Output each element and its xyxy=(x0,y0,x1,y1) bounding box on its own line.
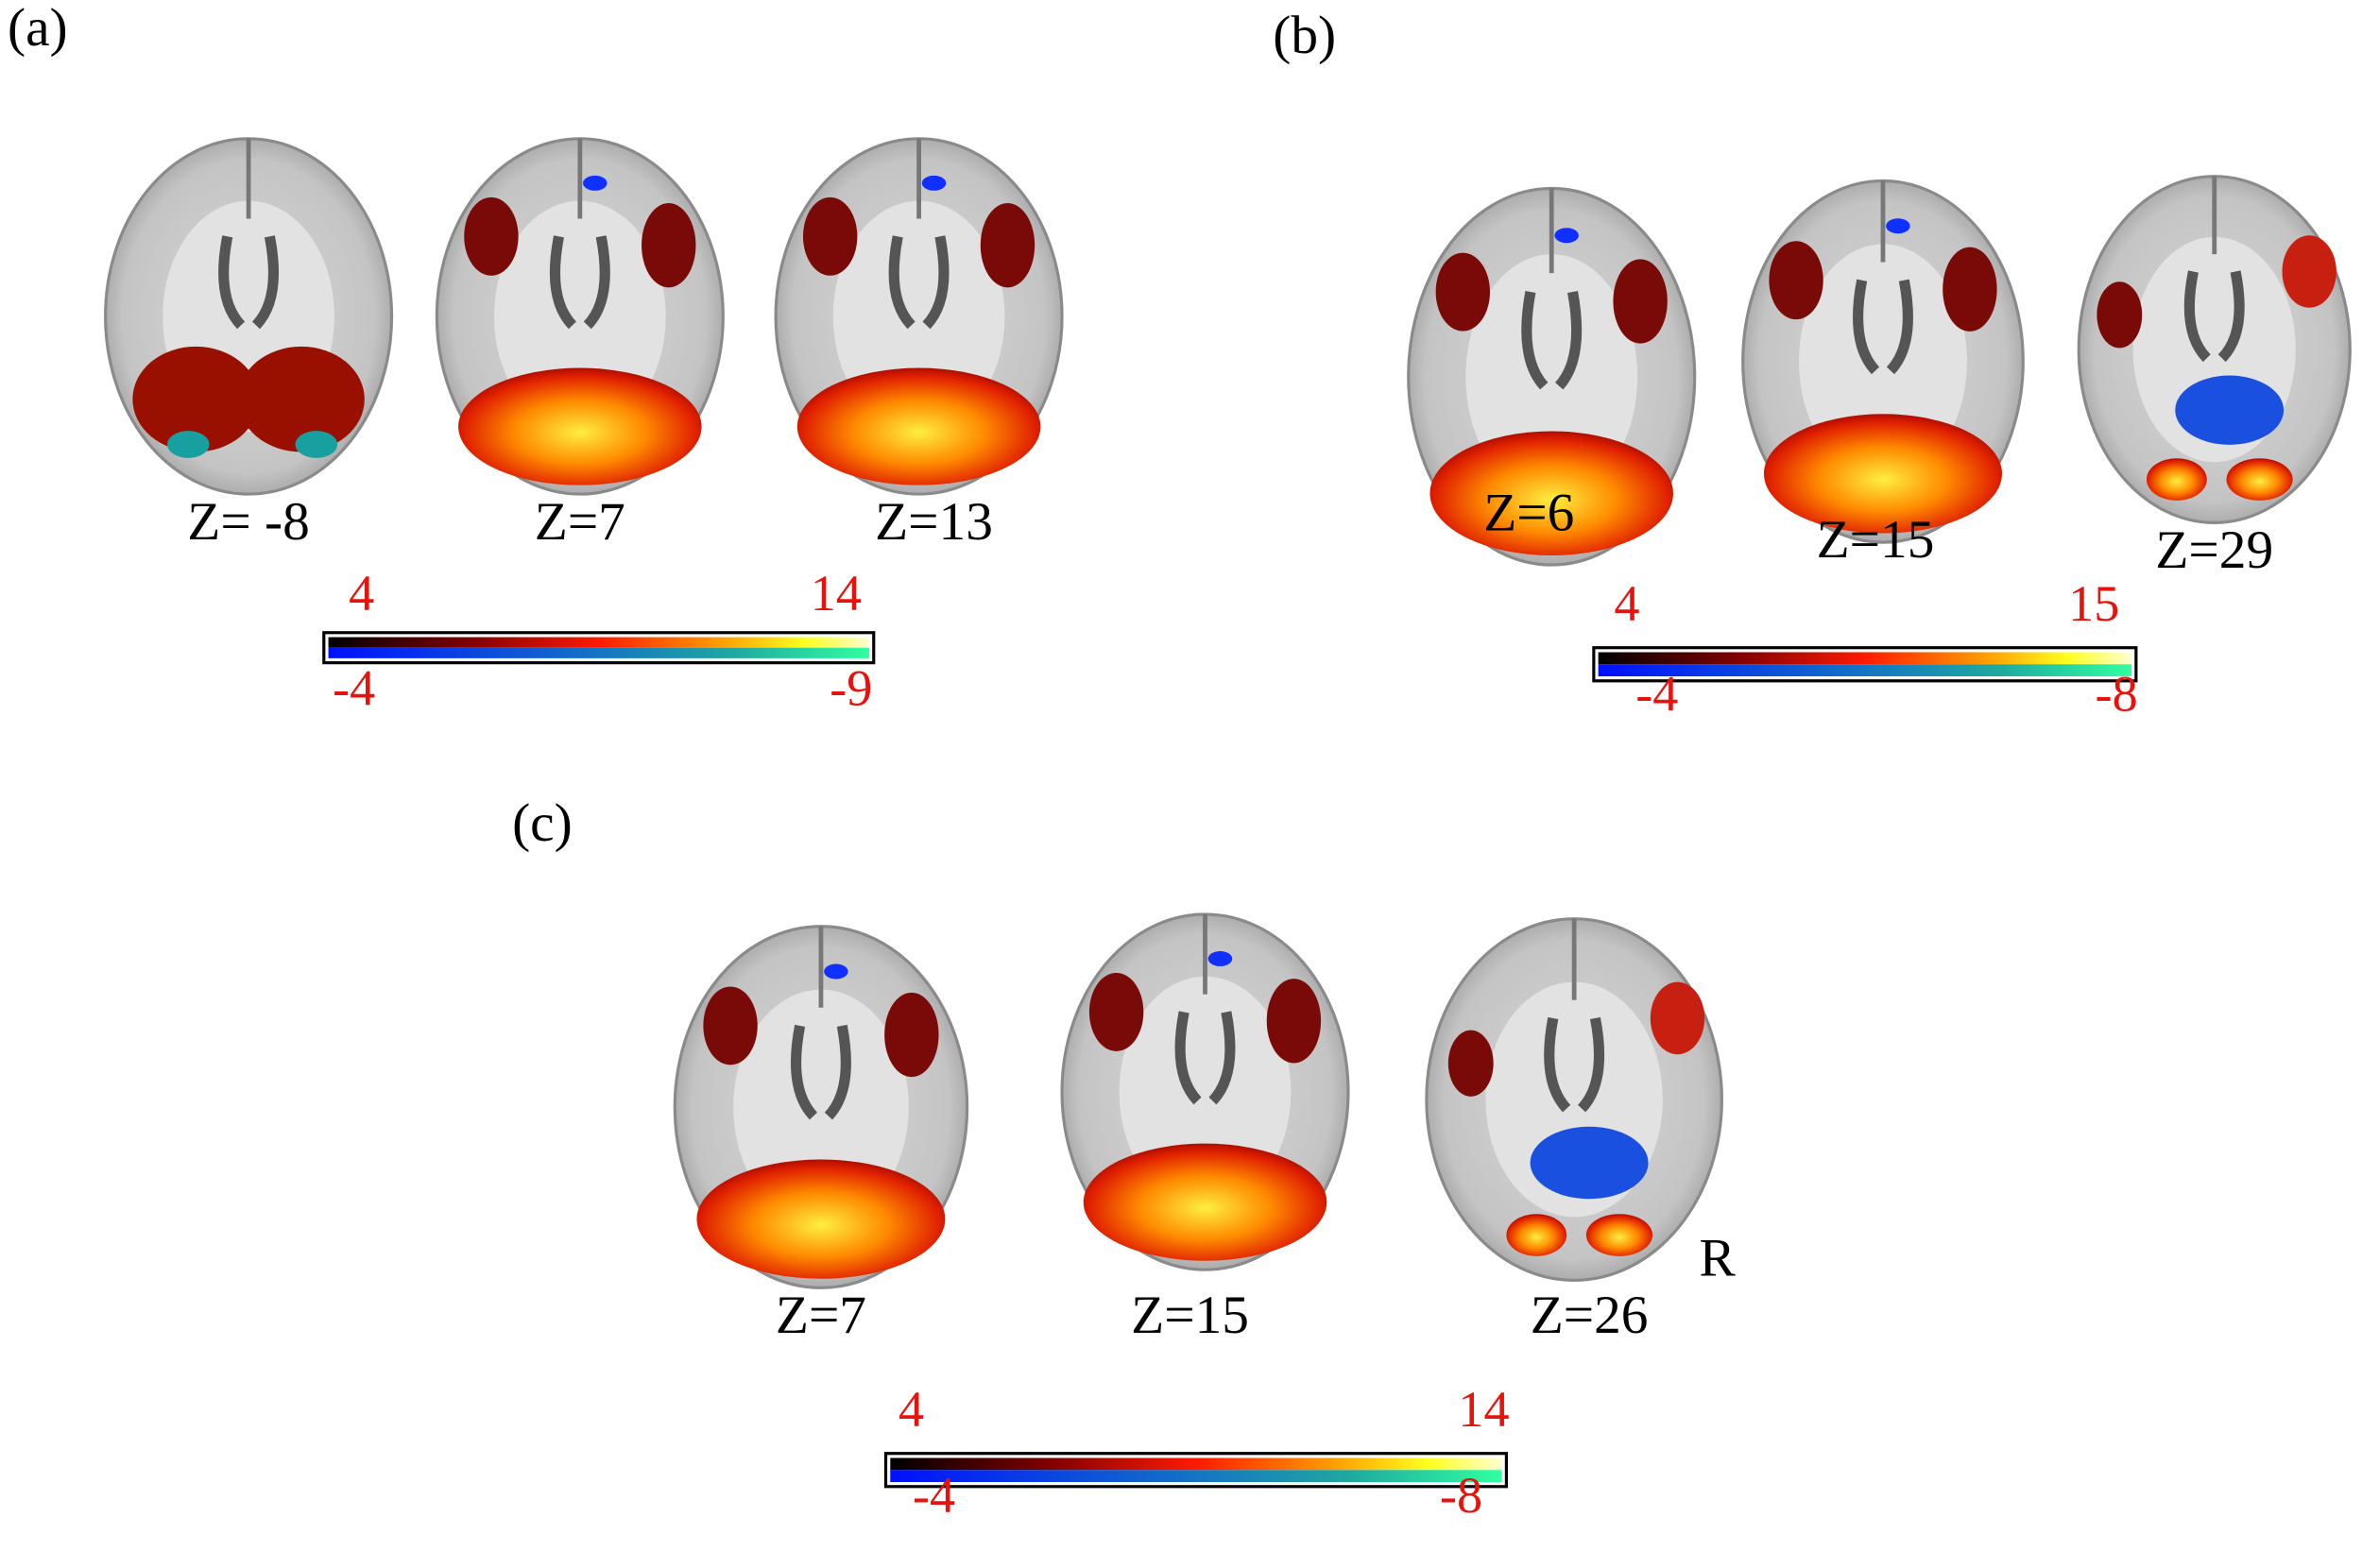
colorbar-label: 15 xyxy=(2068,575,2119,632)
deactivation xyxy=(166,431,210,458)
activation xyxy=(2282,235,2336,308)
colorbar-label: -4 xyxy=(913,1467,955,1524)
brain-slice xyxy=(1060,912,1350,1271)
colorbar-label: 14 xyxy=(811,565,862,622)
activation xyxy=(1266,979,1322,1064)
panel-label: (b) xyxy=(1273,6,1336,65)
slice-label: Z=7 xyxy=(535,492,625,552)
ventricle xyxy=(1174,1011,1236,1105)
slice-label: Z=13 xyxy=(875,492,993,552)
colorbar-label: -4 xyxy=(333,659,375,716)
activation xyxy=(1763,414,2003,534)
activation xyxy=(884,992,939,1078)
activation xyxy=(1650,981,1705,1055)
slice-label: Z=15 xyxy=(1817,510,1935,570)
brain-slice xyxy=(435,137,725,496)
slice-label: Z=26 xyxy=(1531,1286,1649,1345)
activation xyxy=(2226,458,2293,501)
brain-slice xyxy=(774,137,1064,496)
colorbar-label: -8 xyxy=(1440,1467,1482,1524)
ventricle xyxy=(549,235,610,330)
activation xyxy=(1083,1143,1327,1261)
ventricle xyxy=(888,235,950,330)
brain-slice xyxy=(104,137,394,496)
slice-label: Z= -8 xyxy=(187,492,310,552)
activation xyxy=(1506,1214,1567,1256)
deactivation xyxy=(2175,375,2285,445)
activation xyxy=(980,203,1036,288)
activation xyxy=(1429,431,1673,556)
activation xyxy=(703,986,758,1065)
activation xyxy=(802,196,858,276)
colorbar-positive xyxy=(890,1457,1502,1471)
slice-label: Z=7 xyxy=(776,1286,866,1345)
brain-slice xyxy=(2077,175,2352,524)
deactivation xyxy=(583,175,608,191)
colorbar-label: -4 xyxy=(1635,666,1678,723)
activation xyxy=(1613,259,1668,344)
slice-label: Z=15 xyxy=(1131,1286,1249,1345)
activation xyxy=(464,196,519,276)
colorbar-label: -8 xyxy=(2096,666,2138,723)
panel-label: (a) xyxy=(8,0,68,58)
deactivation xyxy=(1886,218,1910,234)
activation xyxy=(1088,972,1144,1051)
colorbar-label: -9 xyxy=(830,659,872,716)
activation xyxy=(1585,1214,1653,1256)
ventricle xyxy=(1521,291,1583,390)
brain-slice xyxy=(1407,186,1697,567)
orientation-label: R xyxy=(1699,1229,1736,1288)
activation xyxy=(237,346,365,452)
ventricle xyxy=(218,235,279,330)
activation xyxy=(132,346,260,452)
brain-slice xyxy=(1425,917,1723,1282)
activation xyxy=(696,1159,946,1279)
deactivation xyxy=(1207,950,1233,966)
activation xyxy=(1447,1030,1494,1097)
ventricle xyxy=(1544,1016,1605,1113)
activation xyxy=(796,367,1041,486)
deactivation xyxy=(1530,1126,1649,1200)
slice-label: Z=6 xyxy=(1483,483,1574,542)
deactivation xyxy=(921,175,947,191)
colorbar-negative xyxy=(328,647,869,658)
colorbar-label: 4 xyxy=(349,565,374,622)
slice-label: Z=29 xyxy=(2155,520,2273,580)
deactivation xyxy=(295,431,338,458)
panel-label: (c) xyxy=(512,793,573,853)
colorbar-label: 14 xyxy=(1458,1381,1509,1438)
brain-slice xyxy=(1741,179,2025,544)
brain-slice xyxy=(673,925,969,1289)
colorbar-negative xyxy=(1598,664,2132,677)
colorbar-positive xyxy=(328,637,869,648)
activation xyxy=(2097,281,2143,349)
activation xyxy=(458,367,702,486)
deactivation xyxy=(1554,228,1579,244)
ventricle xyxy=(2183,270,2245,363)
activation xyxy=(1769,241,1823,320)
colorbar-label: 4 xyxy=(899,1381,924,1438)
colorbar-label: 4 xyxy=(1614,575,1639,632)
ventricle xyxy=(1853,279,1913,375)
colorbar-negative xyxy=(890,1470,1502,1482)
colorbar-positive xyxy=(1598,652,2132,665)
activation xyxy=(2147,458,2207,501)
activation xyxy=(1435,252,1491,332)
activation xyxy=(642,203,696,288)
ventricle xyxy=(791,1024,851,1120)
activation xyxy=(1943,247,1997,332)
deactivation xyxy=(824,963,848,980)
